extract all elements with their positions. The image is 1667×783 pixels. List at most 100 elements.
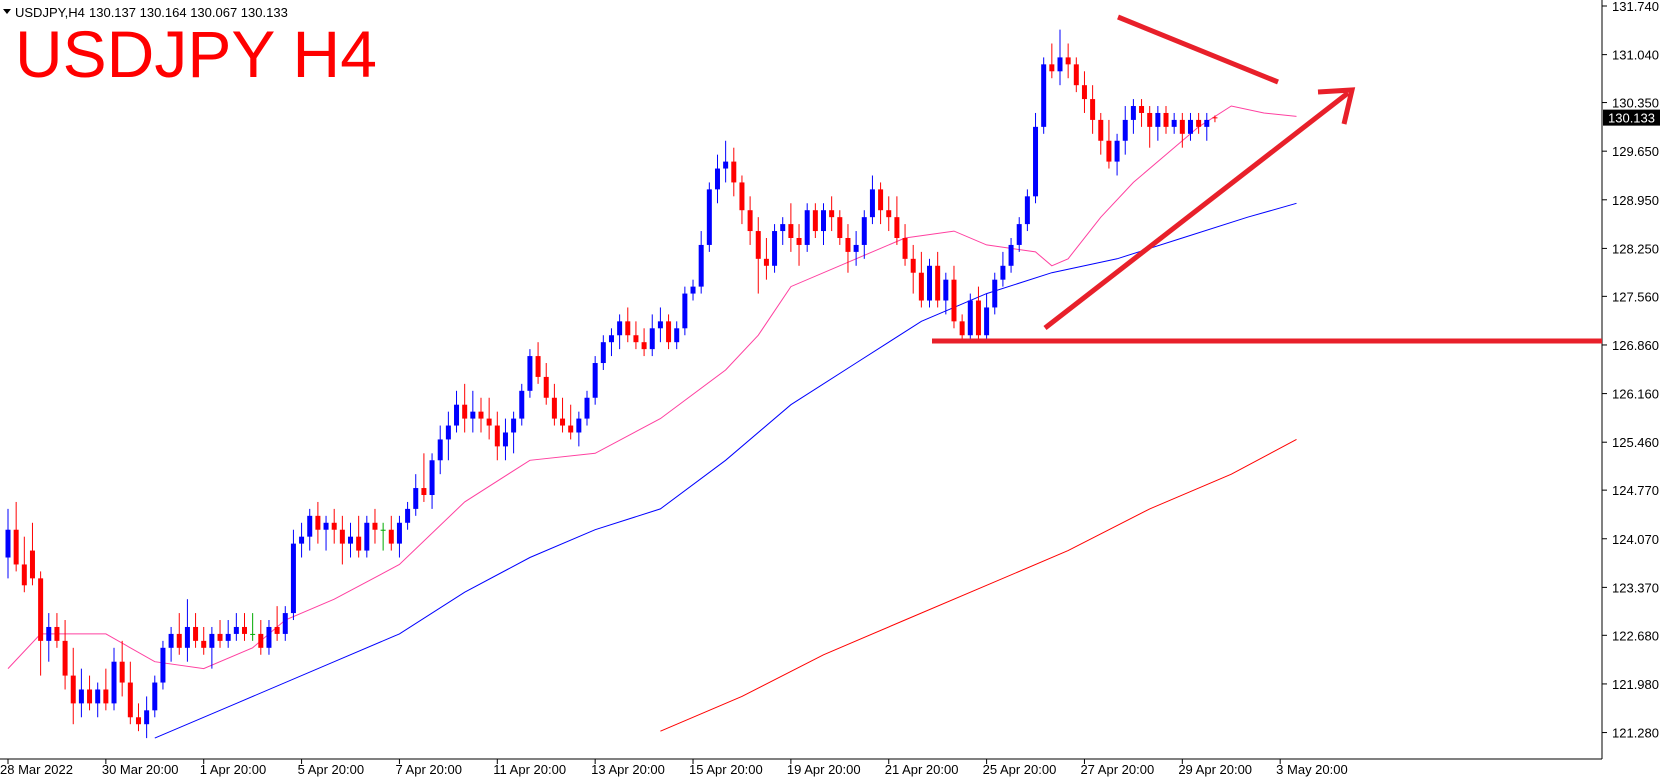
moving-average-line-3 <box>660 438 1297 732</box>
candle-body <box>429 460 435 495</box>
candle-body <box>576 418 582 433</box>
candle <box>576 411 582 447</box>
candle-body <box>62 640 68 676</box>
candle <box>984 293 990 343</box>
candle-body <box>812 210 818 232</box>
candle-body <box>396 522 402 544</box>
candle-body <box>568 425 574 433</box>
candle <box>1041 57 1047 134</box>
candle <box>1114 133 1120 176</box>
candle-body <box>70 675 76 704</box>
candle <box>437 425 443 475</box>
candle <box>1196 112 1202 134</box>
candle <box>176 613 182 655</box>
candle-body <box>1090 99 1096 120</box>
candle <box>486 397 492 440</box>
candle-body <box>551 397 557 419</box>
candle <box>184 599 190 662</box>
candle-body <box>323 522 329 530</box>
candle <box>649 314 655 357</box>
candle <box>666 314 672 350</box>
candle-body <box>657 321 663 329</box>
candle <box>690 279 696 301</box>
candle <box>1016 217 1022 252</box>
candle <box>535 342 541 384</box>
candle <box>315 501 321 544</box>
candle <box>1098 112 1104 155</box>
candle <box>951 265 957 329</box>
bullish-arrow-head[interactable] <box>1317 87 1356 125</box>
candle <box>568 404 574 440</box>
candle <box>519 383 525 426</box>
candle-body <box>127 682 133 718</box>
candle-body <box>1024 196 1030 225</box>
candle <box>1163 106 1169 134</box>
candle-body <box>486 418 492 426</box>
candle-body <box>95 689 101 704</box>
candle-body <box>144 710 150 725</box>
candle-body <box>54 626 60 641</box>
time-tick-label: 7 Apr 20:00 <box>395 762 462 777</box>
time-tick-label: 29 Apr 20:00 <box>1178 762 1252 777</box>
candle <box>641 328 647 357</box>
candle-body <box>666 321 672 343</box>
candle <box>975 286 981 343</box>
candle-body <box>1008 244 1014 266</box>
candle <box>348 522 354 558</box>
candle-body <box>1139 106 1145 113</box>
candle <box>1204 112 1210 141</box>
candle <box>445 411 451 461</box>
candle <box>119 640 125 697</box>
candle-body <box>772 231 778 266</box>
dropdown-triangle-icon[interactable] <box>3 9 11 14</box>
annotation-title: USDJPY H4 <box>15 17 377 91</box>
candle-body <box>315 515 321 530</box>
candle-body <box>878 189 884 211</box>
candle <box>731 147 737 197</box>
candle <box>584 390 590 426</box>
candle <box>837 210 843 245</box>
candle <box>364 515 370 558</box>
price-tick-label: 123.370 <box>1612 580 1659 595</box>
candle-body <box>388 529 394 544</box>
resistance-trendline[interactable] <box>1117 14 1279 85</box>
candle-body <box>241 626 247 634</box>
price-tick-label: 125.460 <box>1612 435 1659 450</box>
time-tick-label: 28 Mar 2022 <box>0 762 73 777</box>
candle-body <box>348 536 354 544</box>
candle-body <box>445 425 451 440</box>
candle <box>160 640 166 690</box>
candle <box>674 321 680 350</box>
candle <box>135 703 141 732</box>
candle <box>886 196 892 232</box>
candle-body <box>380 529 386 531</box>
candle <box>780 217 786 245</box>
moving-averages <box>7 105 1297 739</box>
candle <box>478 397 484 433</box>
candle <box>250 613 256 641</box>
moving-average-line-1 <box>7 105 1297 670</box>
candle-body <box>437 439 443 461</box>
candle <box>380 522 386 551</box>
candle <box>1024 189 1030 232</box>
current-price-tag: 130.133 <box>1603 109 1660 126</box>
price-tick-label: 130.350 <box>1612 96 1659 111</box>
time-tick-label: 25 Apr 20:00 <box>983 762 1057 777</box>
candle-body <box>943 279 949 301</box>
candle-body <box>731 161 737 183</box>
candle <box>233 613 239 641</box>
candle-body <box>918 272 924 301</box>
candle <box>62 620 68 690</box>
bullish-arrow-shaft[interactable] <box>1043 91 1350 330</box>
candle <box>560 397 566 433</box>
candle <box>282 606 288 641</box>
candle <box>1171 112 1177 134</box>
price-axis: 131.740 131.040 130.350 129.650 128.950 128.2… <box>1602 0 1659 741</box>
time-tick-label: 11 Apr 20:00 <box>493 762 566 777</box>
candle-body <box>739 182 745 211</box>
candle-body <box>13 529 19 565</box>
candle-body <box>1130 106 1136 120</box>
candle <box>70 647 76 725</box>
candle-body <box>690 286 696 294</box>
